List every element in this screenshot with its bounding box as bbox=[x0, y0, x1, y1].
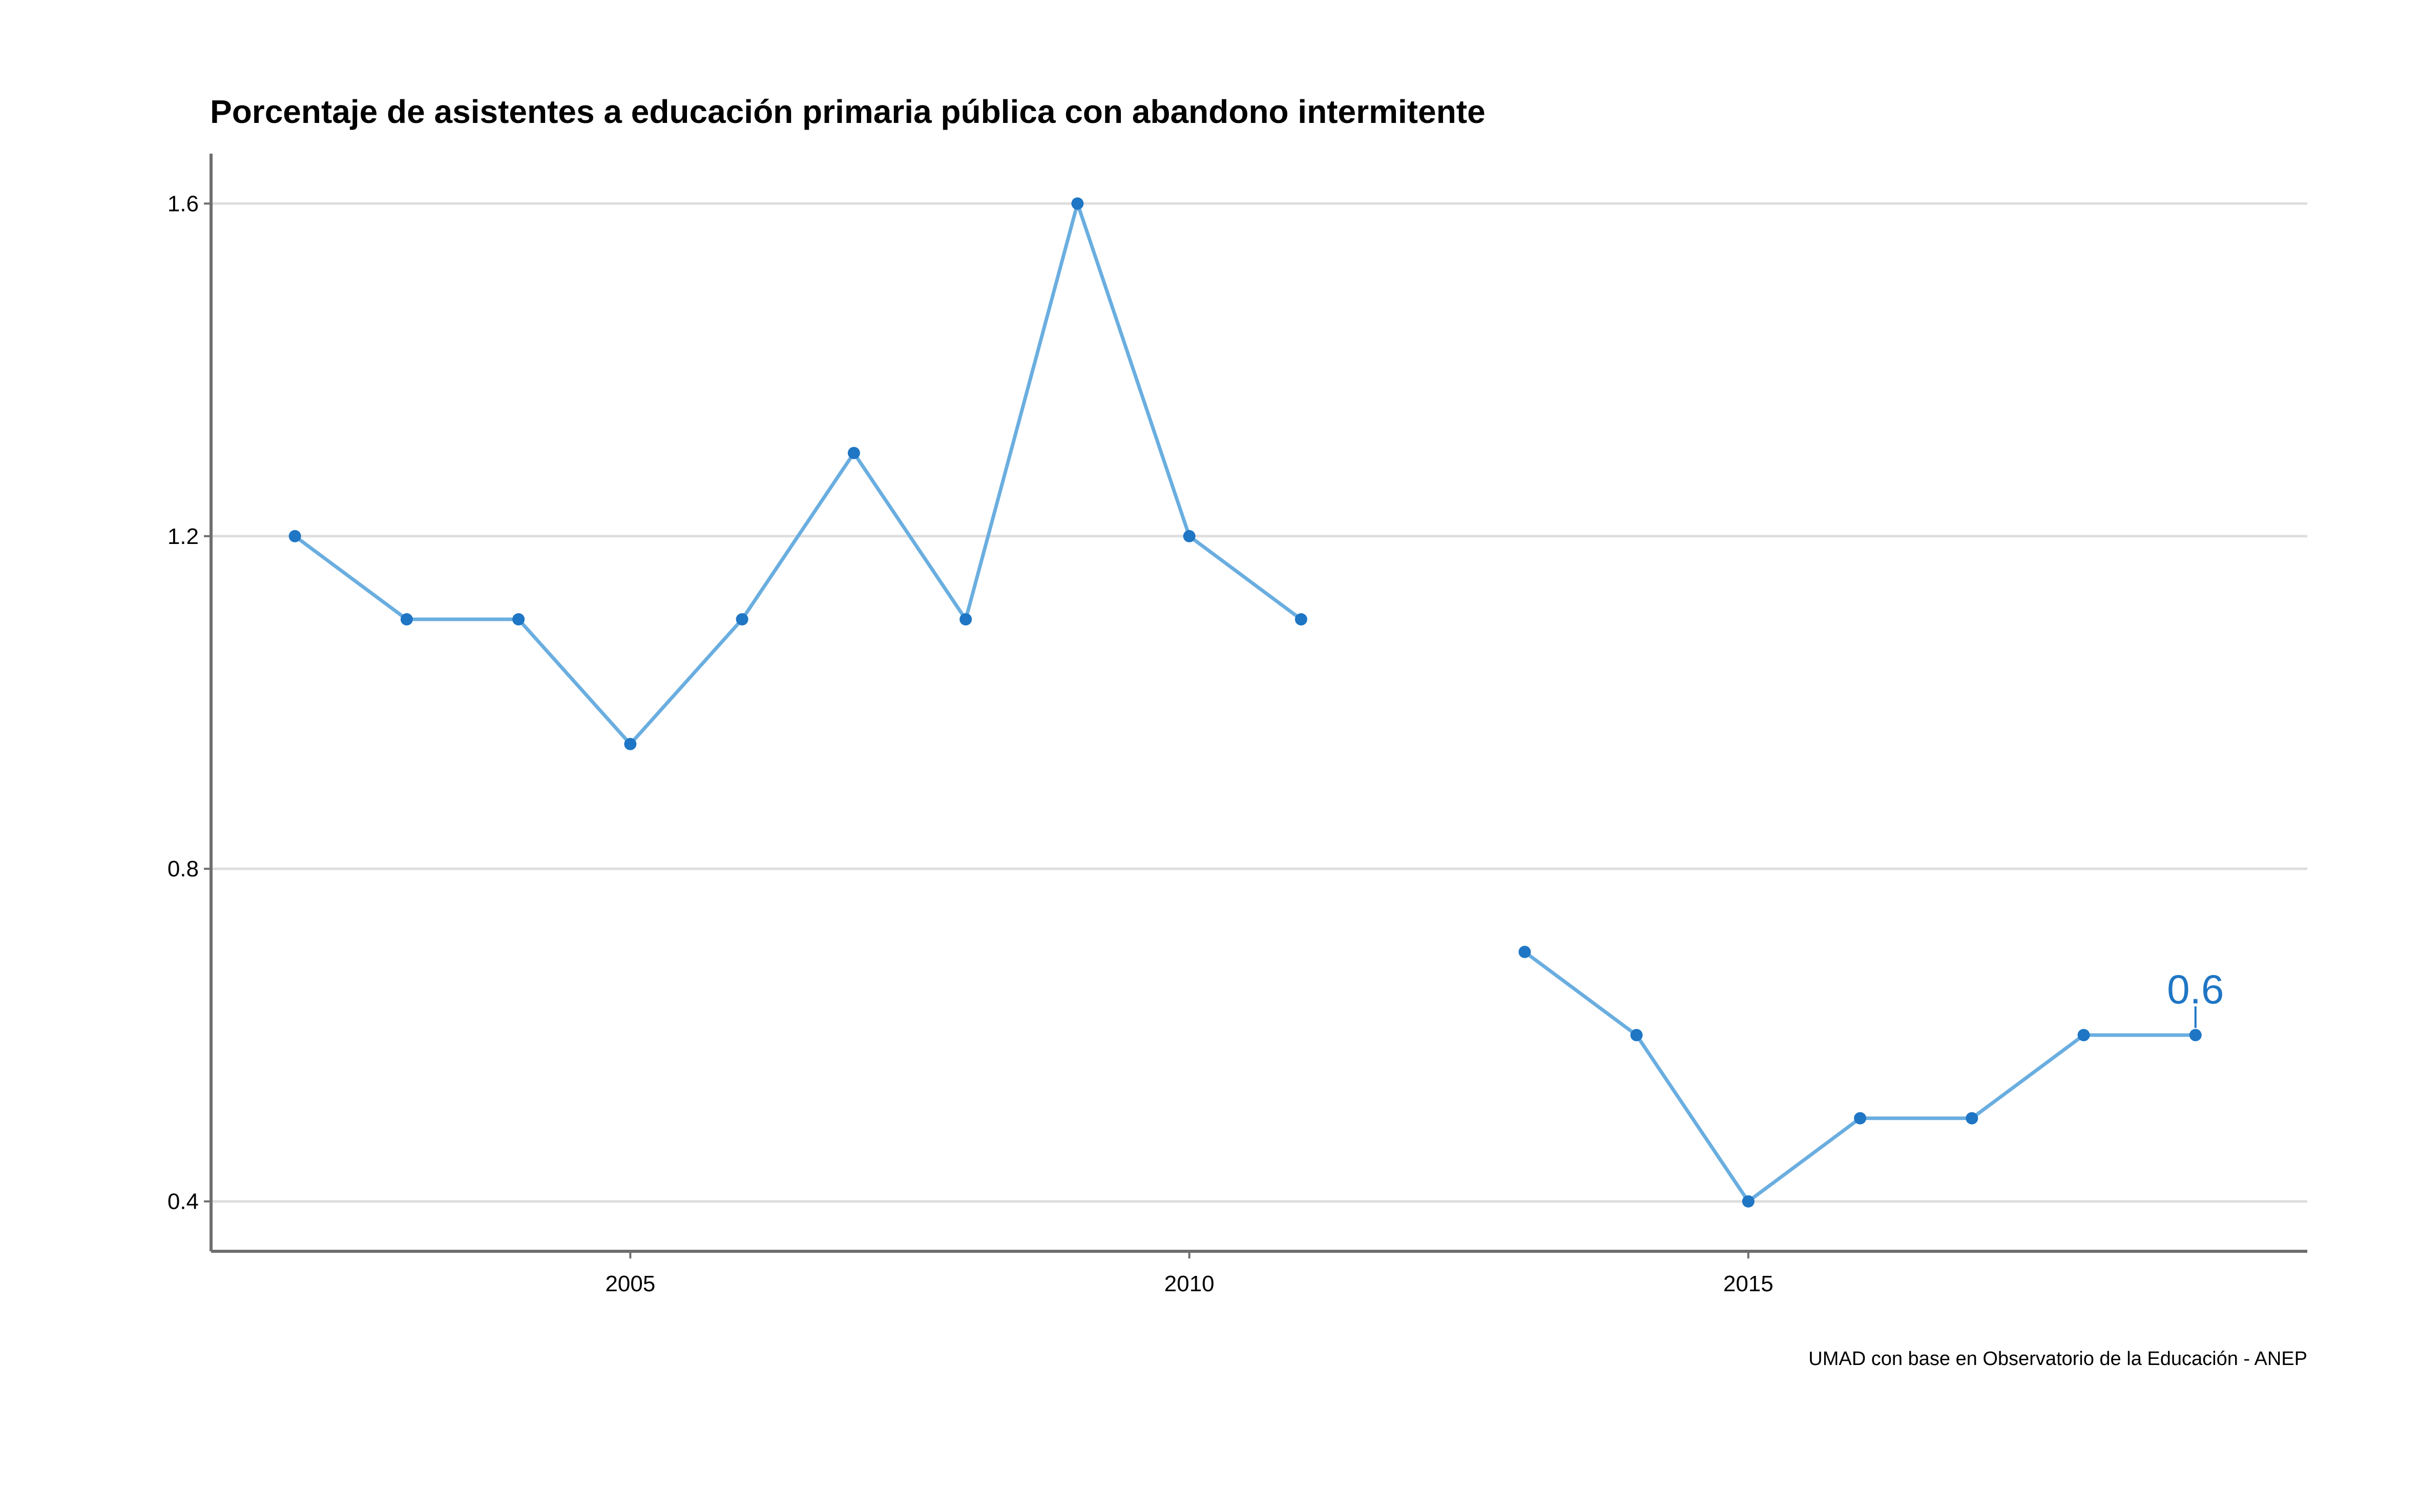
data-point-2013 bbox=[1518, 946, 1531, 958]
series-line-segment-0 bbox=[293, 201, 1303, 746]
gridlines bbox=[211, 202, 2307, 1203]
data-point-2016 bbox=[1854, 1112, 1867, 1125]
data-point-2004 bbox=[512, 613, 525, 626]
annotation-label-0: 0.6 bbox=[2167, 967, 2224, 1012]
x-tick-label-2010: 2010 bbox=[1164, 1271, 1215, 1296]
data-point-2017 bbox=[1966, 1112, 1978, 1125]
y-tick-label-0.8: 0.8 bbox=[168, 856, 199, 881]
data-point-2006 bbox=[736, 613, 748, 626]
data-point-2002 bbox=[288, 530, 301, 542]
x-tick-label-2005: 2005 bbox=[605, 1271, 655, 1296]
axes bbox=[204, 154, 2307, 1258]
chart-caption: UMAD con base en Observatorio de la Educ… bbox=[1808, 1348, 2307, 1370]
annotations: 0.6 bbox=[2167, 967, 2224, 1028]
data-point-2008 bbox=[959, 613, 972, 626]
y-tick-label-0.4: 0.4 bbox=[168, 1189, 199, 1214]
y-tick-label-1.2: 1.2 bbox=[168, 524, 199, 549]
data-point-2009 bbox=[1071, 197, 1084, 210]
chart-title: Porcentaje de asistentes a educación pri… bbox=[210, 93, 1486, 130]
data-point-2005 bbox=[624, 738, 637, 750]
y-tick-labels: 0.4 0.8 1.2 1.6 bbox=[168, 191, 199, 1214]
x-tick-labels: 2005 2010 2015 bbox=[605, 1271, 1773, 1296]
series-points bbox=[288, 197, 2202, 1208]
data-point-2003 bbox=[400, 613, 413, 626]
data-point-2010 bbox=[1183, 530, 1196, 542]
data-point-2019 bbox=[2189, 1028, 2202, 1041]
data-point-2007 bbox=[847, 447, 860, 459]
x-tick-label-2015: 2015 bbox=[1723, 1271, 1774, 1296]
data-point-2011 bbox=[1295, 613, 1307, 626]
data-point-2018 bbox=[2077, 1028, 2090, 1041]
data-point-2014 bbox=[1630, 1028, 1643, 1041]
data-point-2015 bbox=[1742, 1195, 1755, 1208]
y-tick-label-1.6: 1.6 bbox=[168, 191, 199, 216]
